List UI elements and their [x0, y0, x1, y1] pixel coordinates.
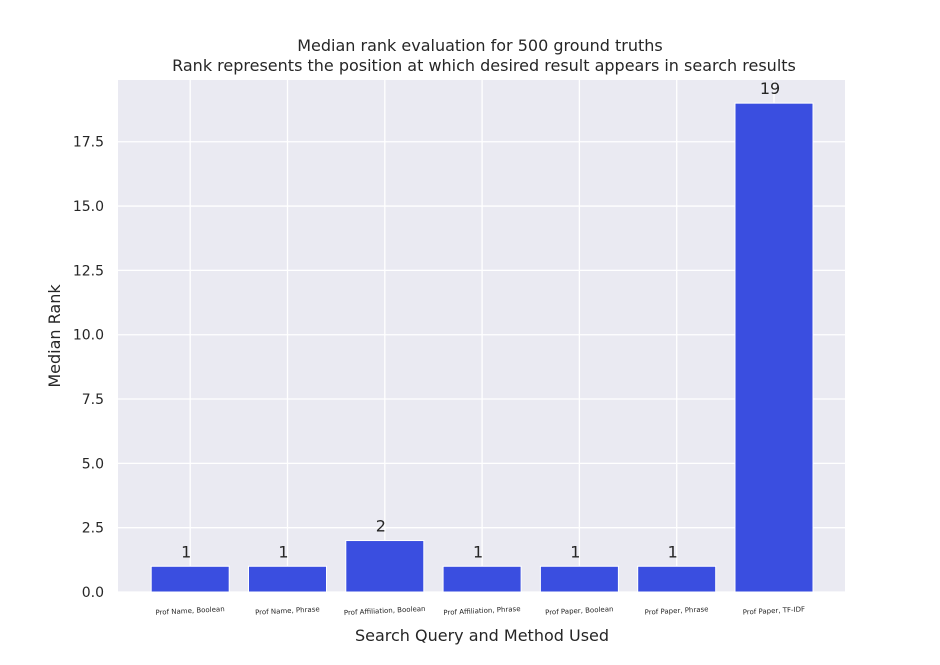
x-tick-label: Prof Paper, TF-IDF [743, 605, 806, 616]
bar [734, 102, 814, 593]
x-tick-label: Prof Name, Phrase [255, 605, 320, 616]
chart-title: Median rank evaluation for 500 ground tr… [297, 36, 663, 55]
bar-value-label: 1 [473, 542, 483, 561]
bar-value-label: 1 [278, 542, 288, 561]
bar [442, 565, 522, 593]
bar-value-label: 19 [760, 79, 780, 98]
bar [539, 565, 619, 593]
bar-value-label: 1 [181, 542, 191, 561]
bar [150, 565, 230, 593]
bar [637, 565, 717, 593]
bar [345, 540, 425, 593]
bar-value-label: 1 [570, 542, 580, 561]
y-tick-label: 15.0 [73, 199, 104, 215]
y-tick-label: 7.5 [82, 392, 104, 408]
y-tick-labels: 0.0 2.5 5.0 7.5 10.0 12.5 15.0 17.5 [73, 135, 104, 601]
y-tick-label: 17.5 [73, 135, 104, 151]
y-tick-label: 5.0 [82, 456, 104, 472]
x-tick-label: Prof Paper, Phrase [645, 605, 709, 616]
bars [150, 102, 814, 593]
y-tick-label: 2.5 [82, 521, 104, 537]
y-tick-label: 0.0 [82, 585, 104, 601]
bar-value-label: 2 [376, 517, 386, 536]
x-tick-labels: Prof Name, Boolean Prof Name, Phrase Prof … [155, 605, 805, 617]
y-tick-label: 10.0 [73, 328, 104, 344]
x-tick-label: Prof Paper, Boolean [545, 605, 614, 617]
value-labels: 1 1 2 1 1 1 19 [181, 79, 780, 561]
x-tick-label: Prof Name, Boolean [155, 605, 225, 617]
x-tick-label: Prof Affiliation, Boolean [344, 605, 426, 617]
y-tick-label: 12.5 [73, 263, 104, 279]
chart-subtitle: Rank represents the position at which de… [172, 56, 796, 75]
bar [248, 565, 327, 593]
bar-value-label: 1 [668, 542, 678, 561]
y-axis-label: Median Rank [45, 284, 64, 388]
x-tick-label: Prof Affiliation, Phrase [443, 605, 520, 617]
x-axis-label: Search Query and Method Used [355, 626, 609, 645]
